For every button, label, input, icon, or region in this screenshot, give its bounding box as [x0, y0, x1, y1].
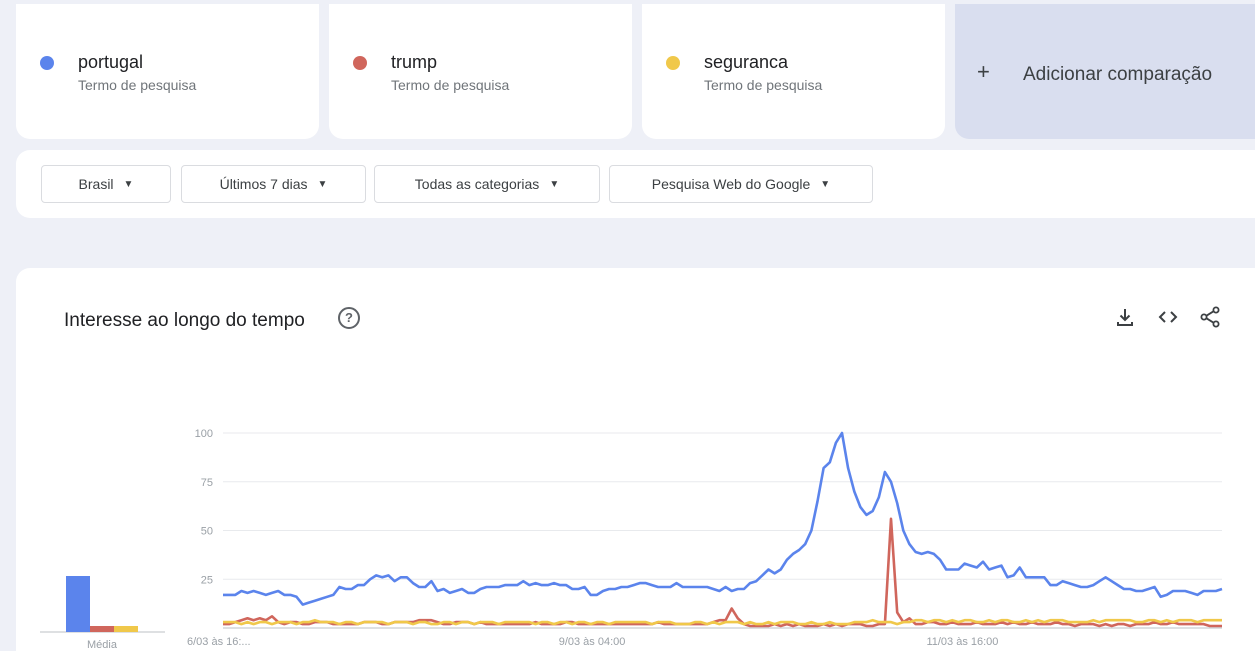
y-tick-label: 50	[201, 526, 213, 538]
term-card-trump[interactable]: trump Termo de pesquisa	[329, 4, 632, 139]
download-icon[interactable]	[1112, 304, 1138, 330]
term-type: Termo de pesquisa	[78, 77, 197, 93]
plus-icon: +	[977, 59, 990, 84]
period-value: Últimos 7 dias	[219, 176, 308, 192]
term-color-dot	[353, 56, 367, 70]
search-type-dropdown[interactable]: Pesquisa Web do Google ▼	[609, 165, 873, 203]
add-comparison-label: Adicionar comparação	[1023, 64, 1213, 85]
term-card-portugal[interactable]: portugal Termo de pesquisa	[16, 4, 319, 139]
y-tick-label: 75	[201, 477, 213, 489]
average-bar-portugal	[66, 576, 90, 632]
y-tick-label: 25	[201, 574, 213, 586]
series-line-portugal	[223, 431, 1223, 606]
term-color-dot	[666, 56, 680, 70]
term-type: Termo de pesquisa	[391, 77, 510, 93]
search-type-value: Pesquisa Web do Google	[651, 176, 811, 192]
caret-down-icon: ▼	[123, 178, 134, 190]
filter-bar: Brasil ▼ Últimos 7 dias ▼ Todas as categ…	[16, 150, 1255, 218]
average-label: Média	[87, 639, 118, 651]
interest-over-time-panel: Interesse ao longo do tempo ?	[16, 268, 1255, 651]
term-name: trump	[391, 52, 438, 72]
term-name: seguranca	[704, 52, 789, 72]
series-line-seguranca	[223, 618, 1222, 626]
average-bar-trump	[90, 626, 114, 632]
x-tick-label: 11/03 às 16:00	[926, 636, 998, 648]
period-dropdown[interactable]: Últimos 7 dias ▼	[181, 165, 366, 203]
panel-title: Interesse ao longo do tempo	[64, 310, 305, 331]
help-icon[interactable]: ?	[338, 307, 360, 329]
caret-down-icon: ▼	[820, 178, 831, 190]
region-value: Brasil	[78, 176, 114, 192]
x-tick-label: 6/03 às 16:...	[187, 636, 251, 648]
embed-icon[interactable]	[1155, 304, 1181, 330]
term-color-dot	[40, 56, 54, 70]
term-card-seguranca[interactable]: seguranca Termo de pesquisa	[642, 4, 945, 139]
category-value: Todas as categorias	[414, 176, 540, 192]
region-dropdown[interactable]: Brasil ▼	[41, 165, 171, 203]
term-name: portugal	[78, 52, 144, 72]
x-tick-label: 9/03 às 04:00	[559, 636, 626, 648]
y-tick-label: 100	[195, 428, 213, 440]
term-cards: portugal Termo de pesquisa trump Termo d…	[16, 4, 1255, 139]
average-bar-seguranca	[114, 626, 138, 632]
term-type: Termo de pesquisa	[704, 77, 823, 93]
series-line-trump	[223, 517, 1222, 628]
add-comparison-button[interactable]: + Adicionar comparação	[955, 4, 1255, 139]
caret-down-icon: ▼	[317, 178, 328, 190]
category-dropdown[interactable]: Todas as categorias ▼	[374, 165, 600, 203]
caret-down-icon: ▼	[549, 178, 560, 190]
share-icon[interactable]	[1197, 304, 1223, 330]
